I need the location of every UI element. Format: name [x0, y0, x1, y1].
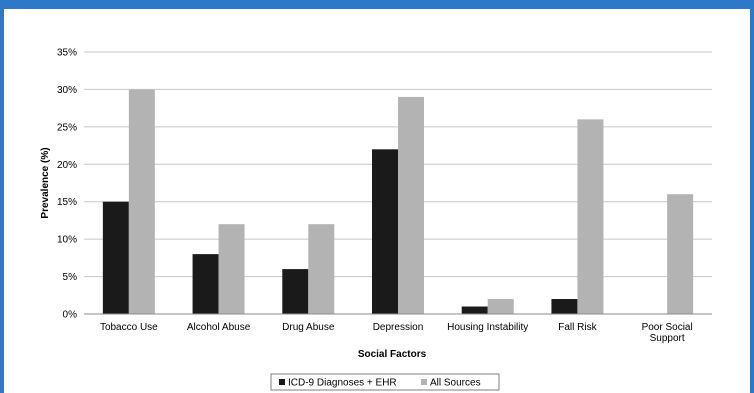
x-category-label: Depression	[373, 322, 424, 333]
bar-icd9-ehr	[372, 149, 398, 314]
y-tick-label: 5%	[63, 272, 78, 283]
bar-icd9-ehr	[551, 299, 578, 314]
bar-all-sources	[398, 96, 424, 315]
y-axis-title: Prevalence (%)	[40, 147, 51, 218]
bar-all-sources	[577, 119, 604, 314]
x-category-label: Alcohol Abuse	[187, 322, 251, 333]
legend-box	[270, 373, 500, 391]
y-tick-label: 0%	[63, 310, 78, 321]
y-axis-ticks: 0% 5% 10% 15% 20% 25% 30% 35%	[57, 48, 77, 321]
x-category-label: Drug Abuse	[282, 322, 335, 333]
y-tick-label: 30%	[57, 85, 77, 96]
bar-icd9-ehr	[461, 306, 488, 314]
y-tick-label: 35%	[57, 48, 77, 59]
bars	[102, 89, 694, 315]
y-tick-label: 20%	[57, 160, 77, 171]
y-tick-label: 10%	[57, 235, 77, 246]
bar-icd9-ehr	[282, 269, 309, 314]
bar-all-sources	[308, 224, 335, 314]
x-category-label: Poor Social	[642, 322, 693, 333]
bar-all-sources	[667, 194, 694, 314]
legend-swatch	[421, 379, 427, 385]
bar-icd9-ehr	[192, 254, 219, 314]
x-category-label: Housing Instability	[447, 322, 528, 333]
bar-all-sources	[218, 224, 245, 314]
x-category-label: Support	[650, 333, 685, 344]
legend: ICD-9 Diagnoses + EHR All Sources	[270, 373, 500, 391]
y-tick-label: 15%	[57, 197, 77, 208]
legend-label: ICD-9 Diagnoses + EHR	[288, 378, 397, 389]
legend-swatch	[279, 379, 285, 385]
bar-all-sources	[128, 89, 155, 314]
x-axis-title: Social Factors	[358, 349, 427, 360]
bar-icd9-ehr	[102, 201, 129, 314]
x-category-label: Tobacco Use	[100, 322, 158, 333]
x-category-label: Fall Risk	[558, 322, 597, 333]
y-tick-label: 25%	[57, 122, 77, 133]
legend-label: All Sources	[430, 378, 481, 389]
bar-all-sources	[487, 299, 514, 314]
x-axis-category-labels: Tobacco Use Alcohol Abuse Drug Abuse Depres…	[100, 322, 693, 344]
